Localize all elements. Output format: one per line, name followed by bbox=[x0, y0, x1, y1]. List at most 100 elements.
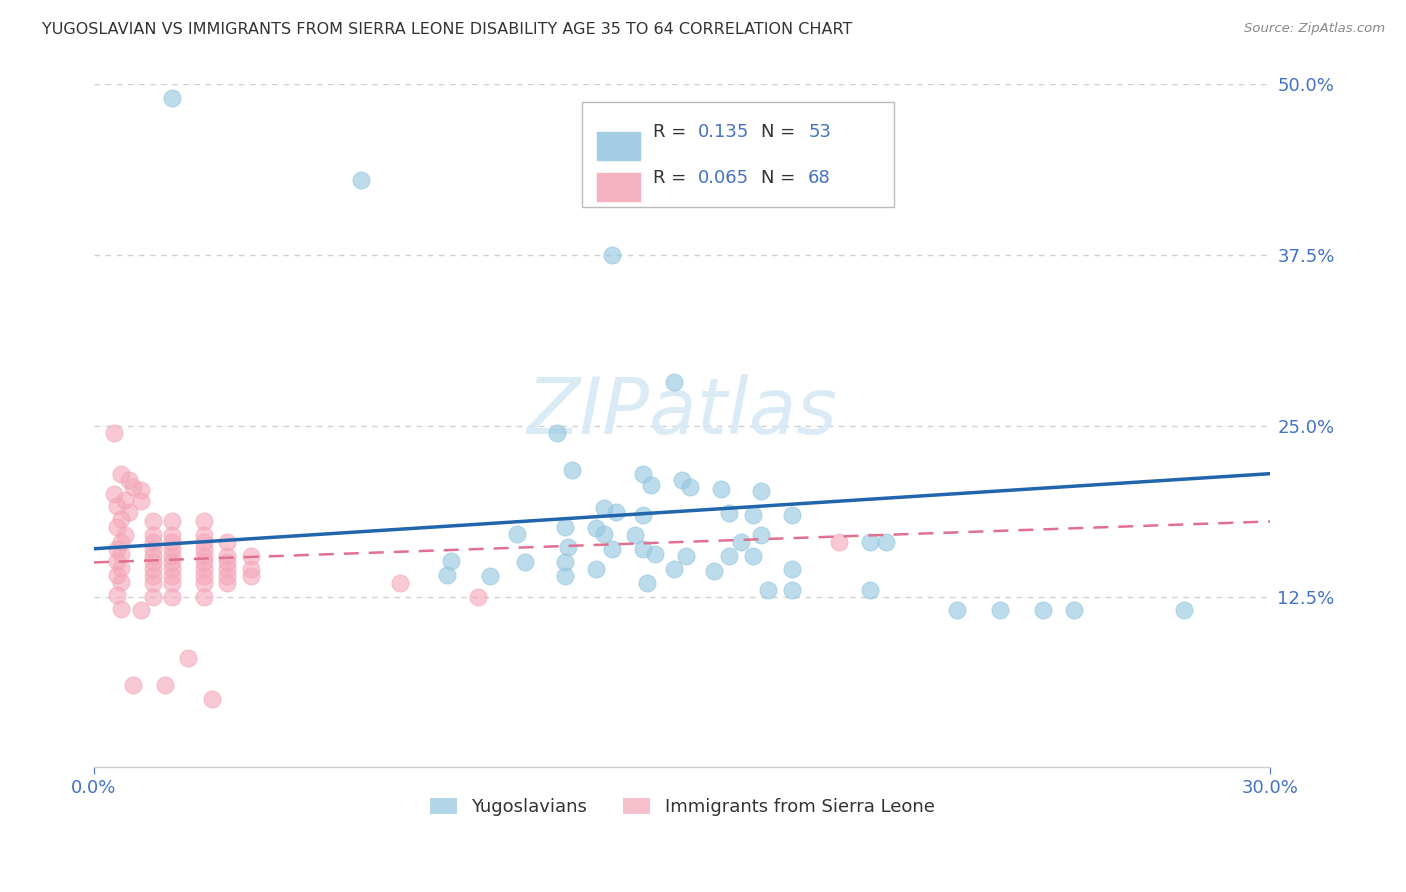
Point bbox=[592, 526, 614, 541]
Point bbox=[107, 588, 129, 602]
Point bbox=[193, 575, 215, 590]
Point bbox=[110, 561, 132, 575]
Point bbox=[162, 549, 184, 563]
Point bbox=[718, 506, 741, 520]
Point bbox=[640, 477, 662, 491]
Point bbox=[631, 508, 654, 522]
Point bbox=[129, 494, 152, 508]
Point bbox=[546, 425, 568, 440]
Text: 68: 68 bbox=[808, 169, 831, 187]
Point bbox=[217, 535, 239, 549]
Point bbox=[631, 467, 654, 481]
Point bbox=[741, 549, 763, 563]
Point bbox=[142, 556, 165, 570]
Point bbox=[988, 603, 1011, 617]
Point bbox=[162, 575, 184, 590]
Text: 0.065: 0.065 bbox=[697, 169, 748, 187]
Point bbox=[217, 575, 239, 590]
Point bbox=[561, 462, 583, 476]
Point bbox=[585, 562, 607, 576]
Point bbox=[142, 535, 165, 549]
Point bbox=[129, 483, 152, 497]
Point bbox=[605, 505, 627, 519]
Point bbox=[193, 528, 215, 542]
Point bbox=[142, 575, 165, 590]
Point bbox=[162, 569, 184, 583]
Point bbox=[162, 556, 184, 570]
Point bbox=[388, 575, 411, 590]
Point bbox=[193, 515, 215, 529]
Point bbox=[162, 528, 184, 542]
Point bbox=[730, 535, 752, 549]
Text: R =: R = bbox=[652, 122, 692, 141]
Point bbox=[749, 484, 772, 499]
Point bbox=[162, 91, 184, 105]
Text: 53: 53 bbox=[808, 122, 831, 141]
Point bbox=[671, 474, 693, 488]
Point bbox=[710, 482, 733, 496]
Point bbox=[239, 562, 262, 576]
Point bbox=[142, 562, 165, 576]
Point bbox=[554, 520, 576, 534]
Text: R =: R = bbox=[652, 169, 692, 187]
Point bbox=[217, 569, 239, 583]
Text: N =: N = bbox=[761, 122, 801, 141]
Point bbox=[859, 582, 882, 597]
Point bbox=[515, 556, 537, 570]
Point bbox=[703, 564, 725, 578]
Point bbox=[193, 535, 215, 549]
Point bbox=[122, 480, 145, 494]
Point bbox=[945, 603, 967, 617]
Point bbox=[162, 541, 184, 556]
Point bbox=[1032, 603, 1054, 617]
Point bbox=[118, 505, 141, 519]
Point bbox=[436, 567, 458, 582]
Point bbox=[110, 547, 132, 561]
Point bbox=[162, 515, 184, 529]
Point bbox=[859, 535, 882, 549]
Point bbox=[153, 678, 176, 692]
Point bbox=[631, 541, 654, 556]
Point bbox=[110, 512, 132, 526]
Point bbox=[675, 549, 697, 563]
Point bbox=[193, 590, 215, 604]
Point bbox=[239, 549, 262, 563]
Point bbox=[506, 526, 529, 541]
Point bbox=[118, 474, 141, 488]
Point bbox=[828, 535, 851, 549]
Text: YUGOSLAVIAN VS IMMIGRANTS FROM SIERRA LEONE DISABILITY AGE 35 TO 64 CORRELATION : YUGOSLAVIAN VS IMMIGRANTS FROM SIERRA LE… bbox=[42, 22, 852, 37]
Point bbox=[644, 547, 666, 561]
FancyBboxPatch shape bbox=[596, 131, 641, 161]
Text: 0.135: 0.135 bbox=[697, 122, 749, 141]
Point bbox=[142, 590, 165, 604]
Point bbox=[741, 508, 763, 522]
Point bbox=[600, 541, 623, 556]
Point bbox=[162, 562, 184, 576]
Point bbox=[592, 500, 614, 515]
Point bbox=[718, 549, 741, 563]
Point bbox=[177, 651, 200, 665]
FancyBboxPatch shape bbox=[582, 102, 894, 207]
Point bbox=[217, 549, 239, 563]
Point bbox=[636, 575, 658, 590]
Point bbox=[780, 508, 803, 522]
Point bbox=[107, 567, 129, 582]
Point bbox=[142, 549, 165, 563]
Point bbox=[107, 520, 129, 534]
Point bbox=[217, 562, 239, 576]
Point bbox=[758, 582, 780, 597]
Point bbox=[129, 603, 152, 617]
Point bbox=[1063, 603, 1085, 617]
Point bbox=[110, 467, 132, 481]
Point bbox=[239, 569, 262, 583]
Point bbox=[554, 569, 576, 583]
Point bbox=[557, 541, 579, 555]
Point bbox=[103, 425, 125, 440]
Point bbox=[479, 569, 502, 583]
Point bbox=[554, 556, 576, 570]
Point bbox=[114, 528, 136, 542]
Point bbox=[110, 602, 132, 616]
Point bbox=[200, 692, 222, 706]
Text: Source: ZipAtlas.com: Source: ZipAtlas.com bbox=[1244, 22, 1385, 36]
Point bbox=[600, 248, 623, 262]
